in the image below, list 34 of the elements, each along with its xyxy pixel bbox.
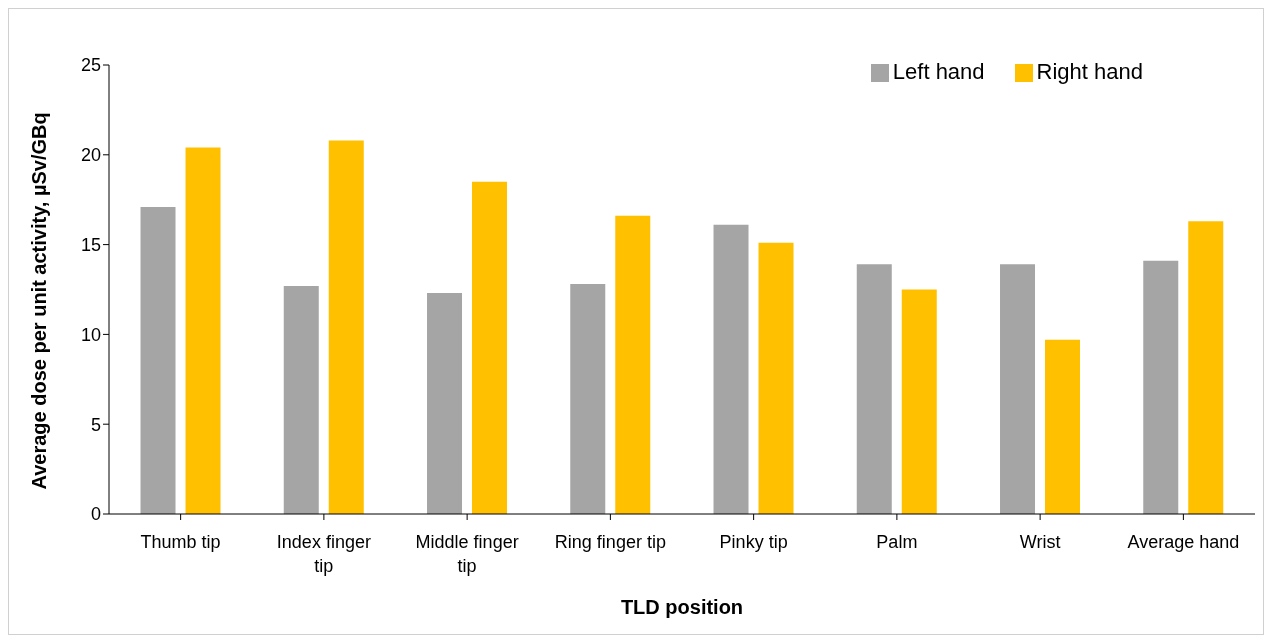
y-tick-label: 20: [80, 145, 101, 166]
y-tick-label: 10: [80, 324, 101, 345]
bar: [615, 215, 651, 514]
bar: [427, 293, 463, 514]
legend-label: Left hand: [892, 59, 985, 84]
bar: [758, 242, 794, 514]
bar: [328, 140, 364, 514]
bar: [570, 284, 606, 514]
bar: [1000, 264, 1036, 514]
bar: [283, 285, 319, 514]
bar: [1045, 339, 1081, 514]
x-tick-label: Wrist: [1019, 532, 1061, 552]
bar: [1143, 260, 1179, 514]
y-tick-label: 15: [80, 234, 101, 255]
x-tick-label: Index finger tip: [276, 532, 371, 576]
y-tick-label: 25: [80, 55, 101, 76]
bar: [856, 264, 892, 514]
bar: [1188, 221, 1224, 514]
bar: [185, 147, 221, 514]
bar: [472, 181, 508, 514]
y-tick-label: 5: [90, 414, 101, 435]
x-tick-label: Average hand: [1127, 532, 1240, 552]
x-tick-label: Middle finger tip: [415, 532, 519, 576]
bar: [713, 224, 749, 514]
y-tick-label: 0: [90, 504, 101, 525]
x-tick-label: Pinky tip: [719, 532, 788, 552]
bar: [140, 206, 176, 514]
x-tick-label: Ring finger tip: [554, 532, 666, 552]
bar: [901, 289, 937, 514]
x-tick-label: Palm: [876, 532, 918, 552]
x-tick-label: Thumb tip: [140, 532, 221, 552]
x-axis-title: TLD position: [620, 596, 744, 618]
y-axis-title: Average dose per unit activity, µSv/GBq: [28, 112, 51, 490]
legend-label: Right hand: [1036, 59, 1143, 84]
